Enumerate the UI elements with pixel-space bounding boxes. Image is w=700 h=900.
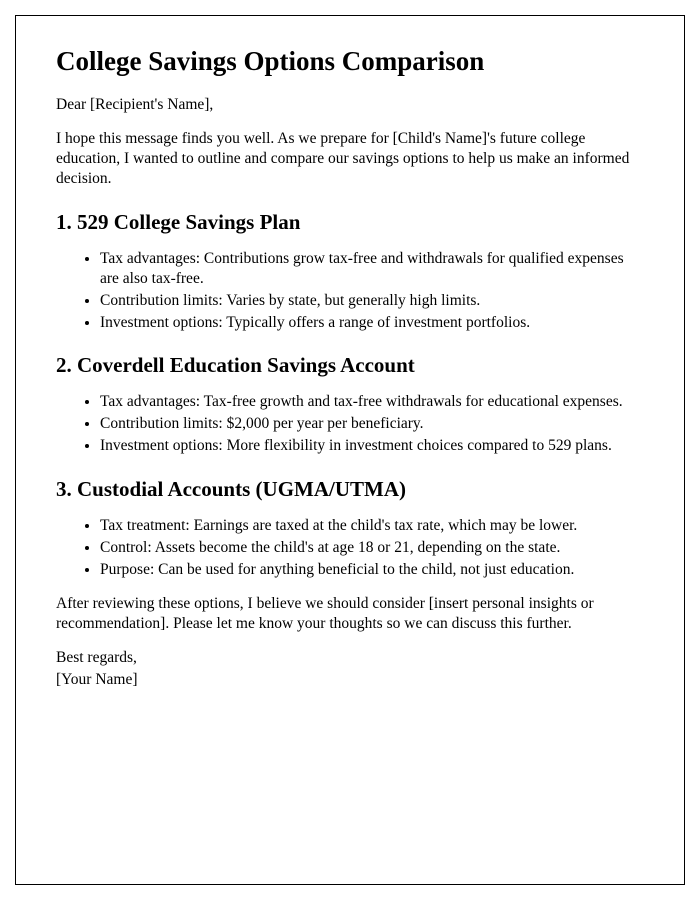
greeting: Dear [Recipient's Name], — [56, 95, 644, 115]
section-list-2: Tax advantages: Tax-free growth and tax-… — [56, 392, 644, 456]
list-item: Investment options: More flexibility in … — [100, 436, 644, 456]
section-heading-2: 2. Coverdell Education Savings Account — [56, 353, 644, 378]
list-item: Contribution limits: Varies by state, bu… — [100, 291, 644, 311]
section-heading-3: 3. Custodial Accounts (UGMA/UTMA) — [56, 477, 644, 502]
list-item: Tax advantages: Tax-free growth and tax-… — [100, 392, 644, 412]
intro-paragraph: I hope this message finds you well. As w… — [56, 129, 644, 189]
section-list-1: Tax advantages: Contributions grow tax-f… — [56, 249, 644, 334]
section-list-3: Tax treatment: Earnings are taxed at the… — [56, 516, 644, 580]
page-title: College Savings Options Comparison — [56, 46, 644, 77]
list-item: Tax advantages: Contributions grow tax-f… — [100, 249, 644, 289]
list-item: Control: Assets become the child's at ag… — [100, 538, 644, 558]
section-heading-1: 1. 529 College Savings Plan — [56, 210, 644, 235]
list-item: Purpose: Can be used for anything benefi… — [100, 560, 644, 580]
list-item: Investment options: Typically offers a r… — [100, 313, 644, 333]
closing-line: Best regards, — [56, 648, 644, 668]
signature-line: [Your Name] — [56, 670, 644, 690]
outro-paragraph: After reviewing these options, I believe… — [56, 594, 644, 634]
list-item: Contribution limits: $2,000 per year per… — [100, 414, 644, 434]
list-item: Tax treatment: Earnings are taxed at the… — [100, 516, 644, 536]
document-page: College Savings Options Comparison Dear … — [15, 15, 685, 885]
